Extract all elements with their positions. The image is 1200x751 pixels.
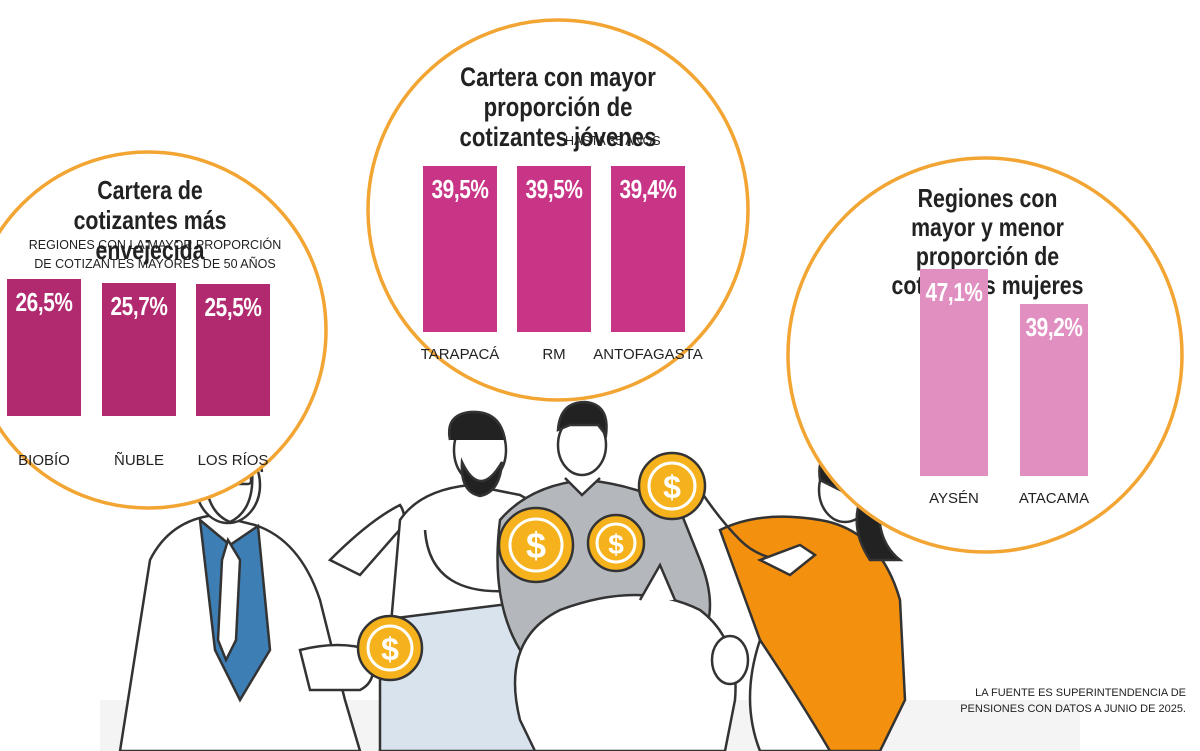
bar-value-label: 39,4% xyxy=(619,174,677,205)
chart-subtitle: HASTA 35 AÑOS xyxy=(565,134,661,148)
piggy-bank-icon xyxy=(513,562,750,751)
dollar-coin-icon: $ xyxy=(586,513,646,573)
bar-tarapacá xyxy=(422,166,498,332)
bar-atacama xyxy=(1020,303,1088,476)
bar-value-label: 26,5% xyxy=(15,287,73,317)
dollar-coin-icon: $ xyxy=(637,451,707,521)
svg-text:$: $ xyxy=(608,529,624,560)
svg-text:$: $ xyxy=(381,631,399,667)
bar-rm xyxy=(516,166,592,332)
category-label: AYSÉN xyxy=(929,490,979,507)
bar-value-label: 39,5% xyxy=(525,174,583,204)
chart-title: Cartera con mayor proporción de cotizant… xyxy=(459,62,657,152)
category-label: TARAPACÁ xyxy=(420,346,500,363)
dollar-coin-icon: $ xyxy=(356,614,424,682)
category-label: BIOBÍO xyxy=(18,452,70,469)
bar-antofagasta xyxy=(610,166,686,332)
bar-aysén xyxy=(920,269,988,476)
bar-value-label: 39,5% xyxy=(431,174,489,204)
bar-value-label: 25,7% xyxy=(110,291,168,322)
bar-value-label: 39,2% xyxy=(1025,311,1083,342)
chart-subtitle: REGIONES CON LA MAYOR PROPORCIÓN DE COTI… xyxy=(28,238,282,271)
category-label: ANTOFAGASTA xyxy=(593,346,703,363)
bar-ñuble xyxy=(101,283,177,416)
category-label: LOS RÍOS xyxy=(197,452,269,469)
bar-los-ríos xyxy=(195,284,271,416)
source-line-1: LA FUENTE ES SUPERINTENDENCIA DE xyxy=(975,687,1186,699)
svg-text:$: $ xyxy=(663,469,681,505)
category-label: RM xyxy=(542,346,566,363)
chart-title: Cartera de cotizantes más envejecida xyxy=(73,175,227,265)
bar-value-label: 47,1% xyxy=(925,277,983,307)
svg-text:$: $ xyxy=(526,525,546,566)
bar-biobío xyxy=(6,279,82,416)
bar-value-label: 25,5% xyxy=(204,292,262,323)
category-label: ÑUBLE xyxy=(113,452,165,469)
dollar-coin-icon: $ xyxy=(497,506,575,584)
category-label: ATACAMA xyxy=(1018,490,1090,507)
source-line-2: PENSIONES CON DATOS A JUNIO DE 2025. xyxy=(960,703,1186,715)
source-note: LA FUENTE ES SUPERINTENDENCIA DE PENSION… xyxy=(946,685,1186,717)
